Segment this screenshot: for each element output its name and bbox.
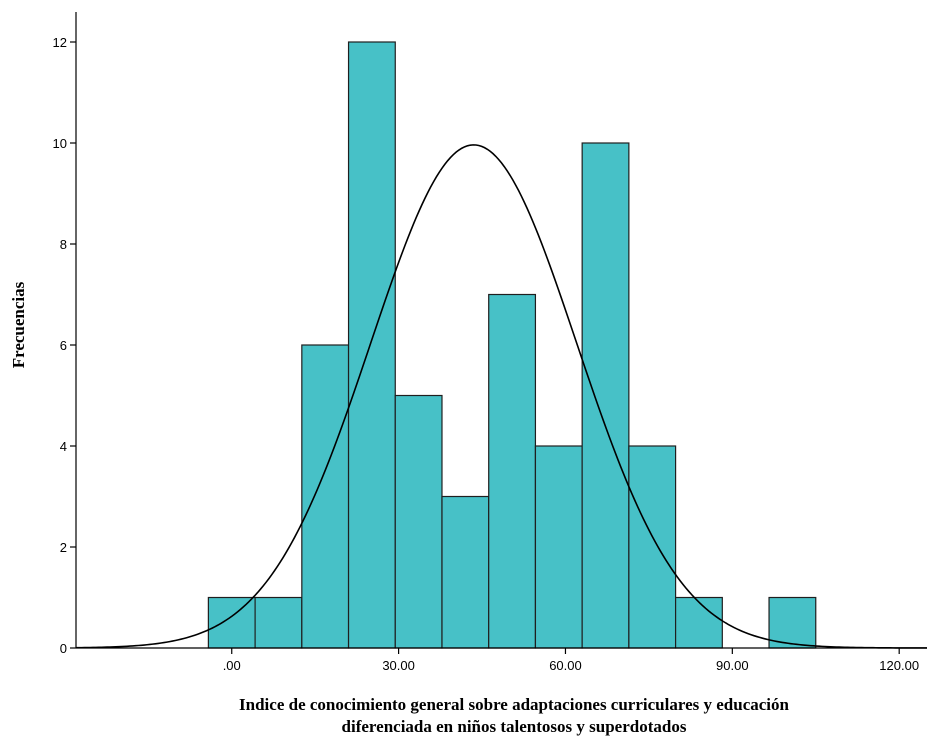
histogram-bar-7 [534, 445, 583, 649]
y-tick-label-3: 6 [60, 338, 67, 353]
y-tick-label-1: 2 [60, 540, 67, 555]
x-axis-title-line-1: Indice de conocimiento general sobre ada… [239, 695, 789, 714]
x-tick-label-1: 30.00 [382, 658, 415, 673]
histogram-bar-1 [254, 596, 303, 649]
y-tick-label-4: 8 [60, 237, 67, 252]
y-tick-label-6: 12 [53, 35, 67, 50]
histogram-bar-9 [628, 445, 677, 649]
normal-curve [75, 144, 927, 649]
x-ticks: .00 30.00 60.00 90.00 120.00 [223, 648, 919, 673]
y-ticks: 0 2 4 6 8 10 12 [53, 35, 76, 656]
histogram-bar-11 [768, 596, 817, 649]
histogram-bar-4 [394, 394, 443, 649]
histogram-bar-5 [441, 495, 490, 649]
histogram-bar-0 [207, 596, 256, 649]
y-tick-label-2: 4 [60, 439, 67, 454]
x-tick-label-2: 60.00 [549, 658, 582, 673]
y-tick-label-5: 10 [53, 136, 67, 151]
x-tick-label-0: .00 [223, 658, 241, 673]
x-axis-title-line-2: diferenciada en niños talentosos y super… [342, 717, 687, 736]
histogram-bar-3 [347, 41, 396, 649]
histogram-bar-2 [301, 344, 350, 649]
histogram-bar-10 [674, 596, 723, 649]
y-axis-title: Frecuencias [9, 281, 28, 368]
histogram-bar-6 [488, 293, 537, 649]
histogram-bar-8 [581, 142, 630, 649]
bars [207, 41, 817, 649]
y-tick-label-0: 0 [60, 641, 67, 656]
x-tick-label-4: 120.00 [879, 658, 919, 673]
x-tick-label-3: 90.00 [716, 658, 749, 673]
